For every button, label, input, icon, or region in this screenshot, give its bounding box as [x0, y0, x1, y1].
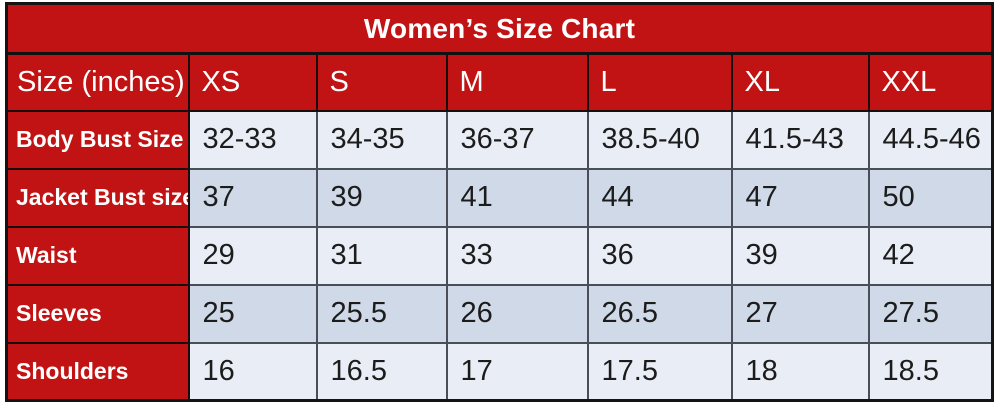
row-label-waist: Waist: [5, 225, 190, 286]
cell-body-bust-xxl: 44.5-46: [867, 109, 994, 170]
row-label-jacket-bust-size: Jacket Bust size: [5, 167, 190, 228]
cell-body-bust-xl: 41.5-43: [730, 109, 870, 170]
table-row-waist: Waist 29 31 33 36 39 42: [5, 225, 994, 286]
cell-body-bust-l: 38.5-40: [586, 109, 733, 170]
row-label-shoulders: Shoulders: [5, 341, 190, 402]
table-row-shoulders: Shoulders 16 16.5 17 17.5 18 18.5: [5, 341, 994, 402]
cell-waist-xl: 39: [730, 225, 870, 286]
table-row-jacket-bust-size: Jacket Bust size 37 39 41 44 47 50: [5, 167, 994, 228]
column-header-size-inches: Size (inches): [5, 52, 190, 112]
cell-waist-s: 31: [315, 225, 448, 286]
cell-waist-l: 36: [586, 225, 733, 286]
cell-sleeves-xs: 25: [187, 283, 318, 344]
cell-sleeves-xl: 27: [730, 283, 870, 344]
column-header-s: S: [315, 52, 448, 112]
column-header-l: L: [586, 52, 733, 112]
cell-shoulders-s: 16.5: [315, 341, 448, 402]
cell-sleeves-l: 26.5: [586, 283, 733, 344]
column-header-xxl: XXL: [867, 52, 994, 112]
column-header-m: M: [445, 52, 589, 112]
cell-jacket-bust-s: 39: [315, 167, 448, 228]
cell-sleeves-s: 25.5: [315, 283, 448, 344]
cell-jacket-bust-m: 41: [445, 167, 589, 228]
table-row-body-bust-size: Body Bust Size 32-33 34-35 36-37 38.5-40…: [5, 109, 994, 170]
cell-shoulders-xxl: 18.5: [867, 341, 994, 402]
header-row: Size (inches) XS S M L XL XXL: [5, 52, 994, 112]
cell-jacket-bust-l: 44: [586, 167, 733, 228]
cell-waist-xs: 29: [187, 225, 318, 286]
womens-size-chart-table: Women’s Size Chart Size (inches) XS S M …: [5, 2, 995, 402]
cell-sleeves-xxl: 27.5: [867, 283, 994, 344]
chart-title: Women’s Size Chart: [5, 2, 994, 55]
title-row: Women’s Size Chart: [5, 2, 994, 55]
cell-jacket-bust-xs: 37: [187, 167, 318, 228]
cell-shoulders-m: 17: [445, 341, 589, 402]
cell-shoulders-xs: 16: [187, 341, 318, 402]
cell-body-bust-m: 36-37: [445, 109, 589, 170]
cell-shoulders-xl: 18: [730, 341, 870, 402]
table-row-sleeves: Sleeves 25 25.5 26 26.5 27 27.5: [5, 283, 994, 344]
cell-waist-xxl: 42: [867, 225, 994, 286]
cell-jacket-bust-xl: 47: [730, 167, 870, 228]
cell-shoulders-l: 17.5: [586, 341, 733, 402]
column-header-xl: XL: [730, 52, 870, 112]
cell-jacket-bust-xxl: 50: [867, 167, 994, 228]
row-label-sleeves: Sleeves: [5, 283, 190, 344]
cell-waist-m: 33: [445, 225, 589, 286]
row-label-body-bust-size: Body Bust Size: [5, 109, 190, 170]
cell-sleeves-m: 26: [445, 283, 589, 344]
cell-body-bust-xs: 32-33: [187, 109, 318, 170]
column-header-xs: XS: [187, 52, 318, 112]
cell-body-bust-s: 34-35: [315, 109, 448, 170]
